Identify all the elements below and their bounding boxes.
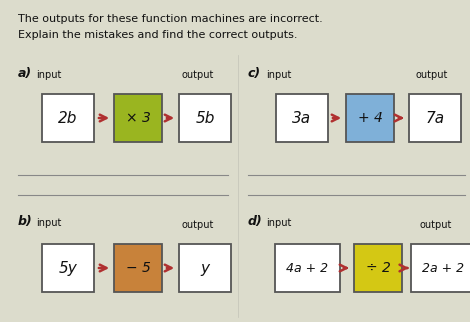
Text: input: input (36, 70, 62, 80)
Text: a): a) (18, 67, 32, 80)
Bar (354, 244, 402, 292)
Text: output: output (182, 70, 214, 80)
Bar (346, 94, 394, 142)
Text: The outputs for these function machines are incorrect.: The outputs for these function machines … (18, 14, 323, 24)
Text: 7a: 7a (425, 110, 445, 126)
Text: 3a: 3a (292, 110, 312, 126)
Text: 2a + 2: 2a + 2 (422, 261, 464, 274)
Bar (274, 244, 339, 292)
Text: 5y: 5y (59, 260, 78, 276)
Text: b): b) (18, 215, 33, 228)
Text: 2b: 2b (58, 110, 78, 126)
Text: Explain the mistakes and find the correct outputs.: Explain the mistakes and find the correc… (18, 30, 298, 40)
Bar (276, 94, 328, 142)
Text: ÷ 2: ÷ 2 (366, 261, 391, 275)
Text: input: input (36, 218, 62, 228)
Text: 4a + 2: 4a + 2 (286, 261, 328, 274)
Text: y: y (201, 260, 210, 276)
Text: d): d) (248, 215, 263, 228)
Text: output: output (182, 220, 214, 230)
Text: c): c) (248, 67, 261, 80)
Bar (114, 94, 162, 142)
Text: + 4: + 4 (358, 111, 383, 125)
Bar (42, 94, 94, 142)
Text: × 3: × 3 (125, 111, 150, 125)
Bar (410, 244, 470, 292)
Bar (114, 244, 162, 292)
Bar (179, 94, 231, 142)
Text: output: output (420, 220, 452, 230)
Text: output: output (415, 70, 447, 80)
Text: 5b: 5b (196, 110, 215, 126)
Text: − 5: − 5 (125, 261, 150, 275)
Bar (409, 94, 461, 142)
Text: input: input (266, 218, 291, 228)
Bar (179, 244, 231, 292)
Text: input: input (266, 70, 291, 80)
Bar (42, 244, 94, 292)
